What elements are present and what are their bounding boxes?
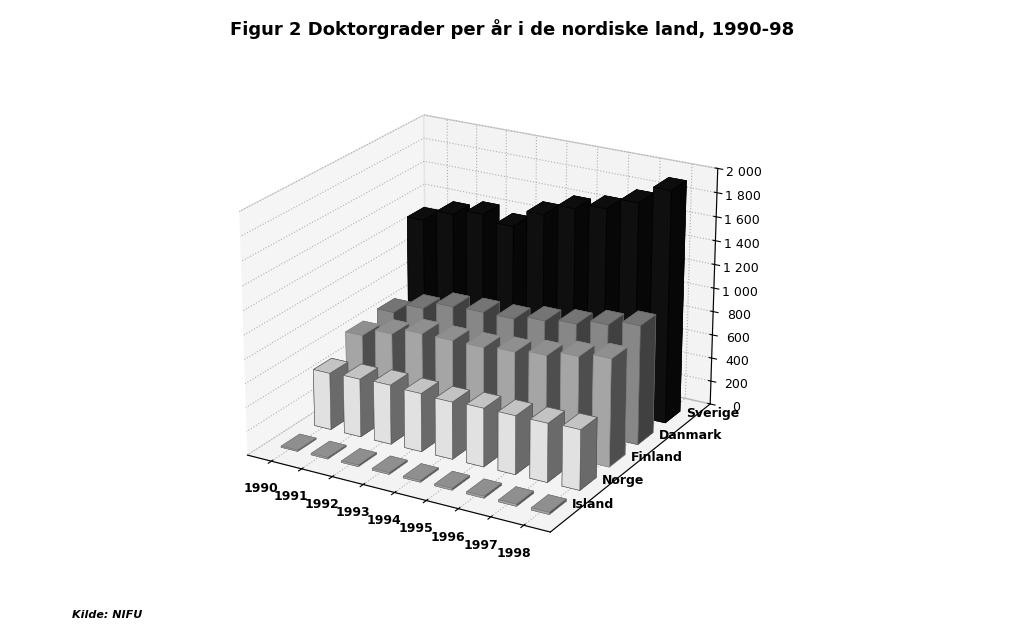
- Text: Kilde: NIFU: Kilde: NIFU: [72, 610, 142, 620]
- Text: Figur 2 Doktorgrader per år i de nordiske land, 1990-98: Figur 2 Doktorgrader per år i de nordisk…: [229, 19, 795, 39]
